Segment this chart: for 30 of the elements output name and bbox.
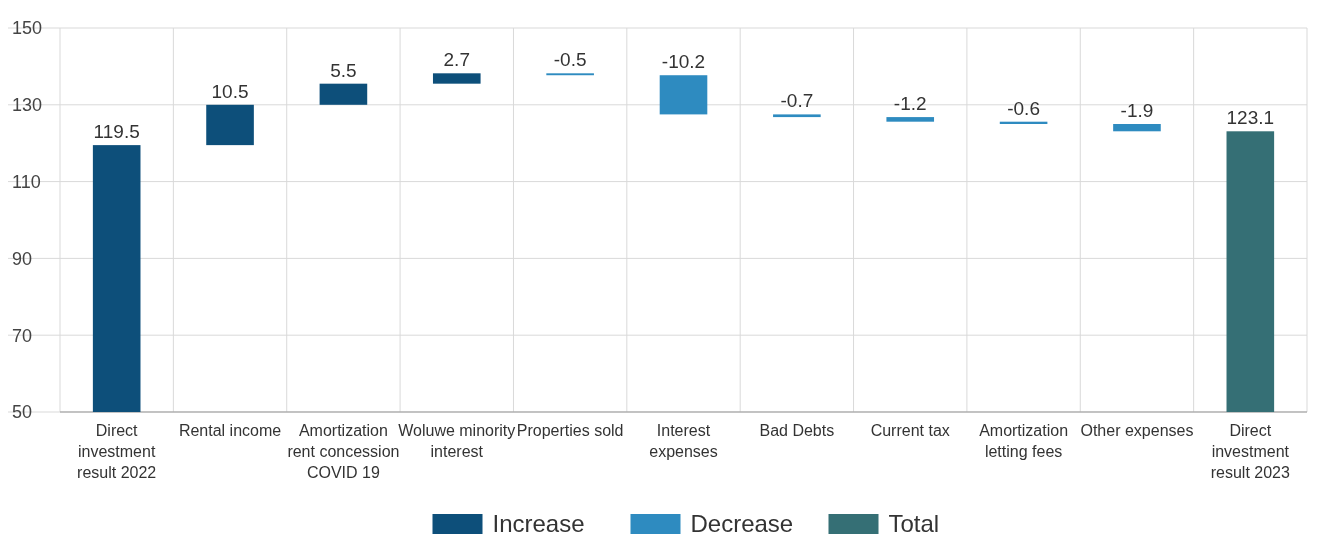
data-label: 5.5 [330, 59, 357, 81]
data-label: 10.5 [211, 80, 249, 102]
legend-label: Total [888, 510, 940, 538]
x-tick-label: Bad Debts [759, 422, 835, 439]
y-tick-label: 150 [12, 18, 43, 39]
data-label: -0.6 [1007, 97, 1040, 119]
data-label: -1.9 [1120, 100, 1154, 121]
x-tick-label: Direct investment result 2023 [1210, 422, 1290, 481]
data-label: -1.2 [893, 93, 927, 115]
x-tick-label: Current tax [870, 422, 950, 439]
data-label: 2.7 [443, 49, 470, 71]
data-label: -0.7 [780, 90, 814, 112]
y-tick-label: 70 [12, 325, 33, 346]
data-label: 119.5 [93, 121, 140, 143]
y-tick-label: 110 [12, 171, 41, 192]
x-tick-label: Amortization letting fees [979, 422, 1069, 460]
x-tick-label: Direct investment result 2022 [77, 422, 157, 481]
y-tick-label: 130 [12, 95, 43, 116]
legend-label: Decrease [690, 510, 794, 538]
x-tick-label: Rental income [178, 422, 282, 439]
y-tick-label: 90 [12, 248, 33, 269]
data-label: 123.1 [1226, 107, 1275, 129]
x-tick-label: Other expenses [1080, 422, 1194, 439]
legend-label: Increase [492, 510, 585, 538]
x-tick-label: Interest expenses [649, 422, 718, 460]
y-tick-label: 50 [12, 402, 33, 423]
data-label: -0.5 [553, 49, 587, 71]
x-tick-label: Properties sold [516, 422, 624, 439]
x-tick-label: Woluwe minority interest [398, 422, 516, 460]
data-label: -10.2 [661, 51, 706, 73]
